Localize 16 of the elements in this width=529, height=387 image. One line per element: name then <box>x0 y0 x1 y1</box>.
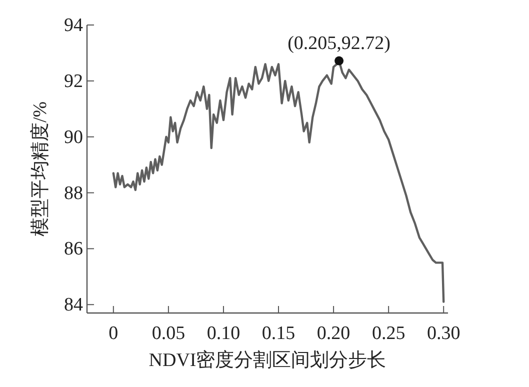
annotation: (0.205,92.72) <box>288 32 390 54</box>
y-tick-label: 94 <box>64 15 84 36</box>
x-tick-label: 0.25 <box>372 323 406 344</box>
y-tick-label: 84 <box>64 294 84 316</box>
y-tick-label: 86 <box>64 238 83 260</box>
x-axis-title: NDVI密度分割区间划分步长 <box>148 349 386 371</box>
y-tick-label: 90 <box>64 126 83 148</box>
x-tick-label: 0 <box>108 323 118 344</box>
y-tick-label: 92 <box>64 70 83 92</box>
x-tick-label: 0.30 <box>426 323 460 344</box>
y-axis-title: 模型平均精度/% <box>29 101 51 237</box>
y-tick-label: 88 <box>64 182 83 204</box>
x-tick-label: 0.10 <box>206 323 240 344</box>
x-tick-label: 0.05 <box>152 323 186 344</box>
x-tick-label: 0.15 <box>262 323 296 344</box>
x-tick-label: 0.20 <box>316 323 350 344</box>
